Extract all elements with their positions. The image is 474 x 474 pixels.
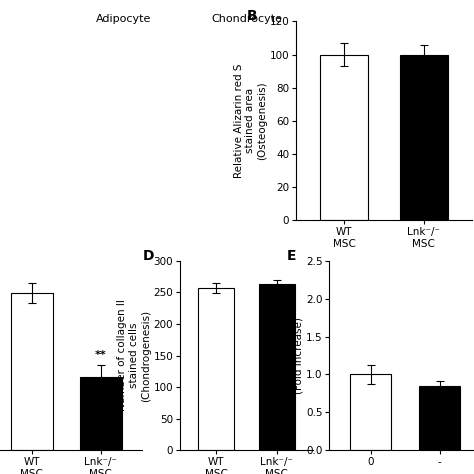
Y-axis label: $\it{Lnk}$ mRNA level
(Fold increase): $\it{Lnk}$ mRNA level (Fold increase) bbox=[280, 314, 303, 397]
Text: Chondrocyte: Chondrocyte bbox=[211, 14, 282, 24]
Text: D: D bbox=[143, 249, 155, 264]
Text: **: ** bbox=[95, 349, 107, 360]
Text: E: E bbox=[287, 249, 296, 264]
Text: Adipocyte: Adipocyte bbox=[96, 14, 151, 24]
Text: B: B bbox=[247, 9, 258, 23]
Bar bbox=[400, 55, 448, 220]
Y-axis label: Number of collagen II
stained cells
(Chondrogenesis): Number of collagen II stained cells (Cho… bbox=[118, 300, 151, 411]
Bar bbox=[258, 284, 295, 450]
Y-axis label: Relative Alizarin red S
stained area
(Osteogenesis): Relative Alizarin red S stained area (Os… bbox=[234, 64, 267, 178]
Bar bbox=[419, 386, 460, 450]
Bar bbox=[350, 374, 392, 450]
Bar bbox=[80, 377, 121, 450]
Bar bbox=[198, 288, 235, 450]
Bar bbox=[320, 55, 368, 220]
Bar bbox=[11, 293, 53, 450]
